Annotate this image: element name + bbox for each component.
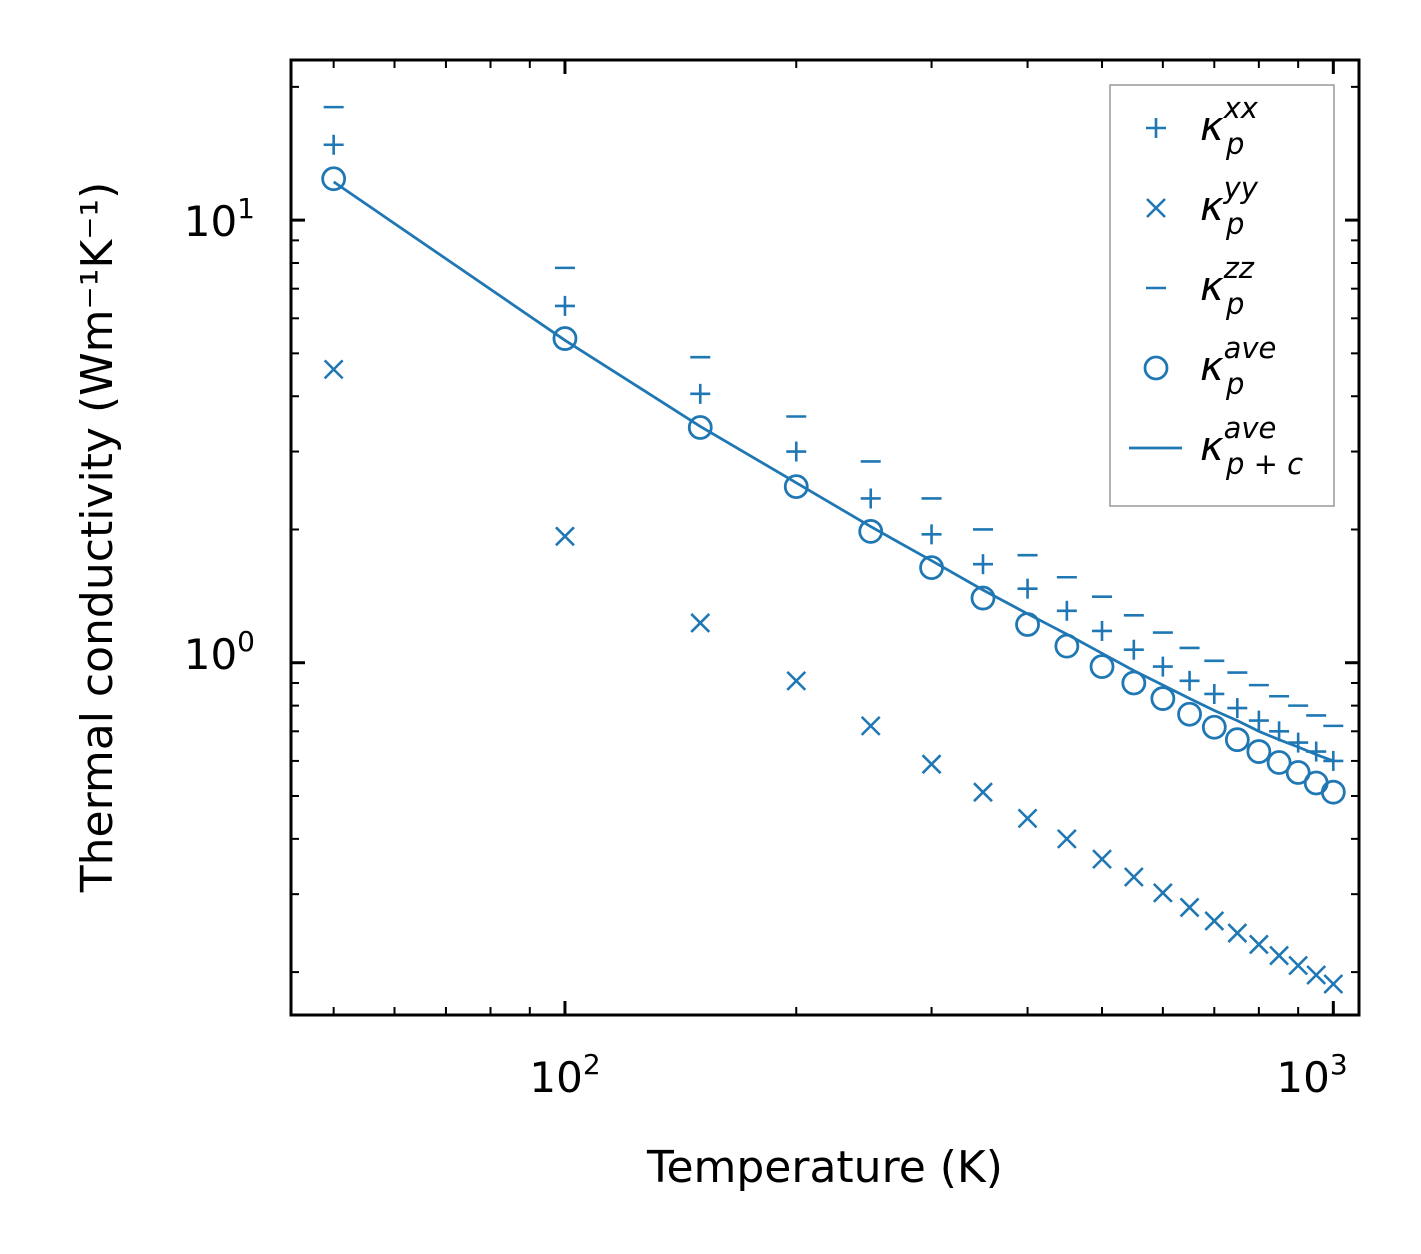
- legend-entry-kave: κave p: [1143, 331, 1276, 401]
- legend-entry-kxx: κxx p: [1146, 91, 1259, 161]
- data-point-kave: [687, 415, 713, 440]
- data-point-kxx: [323, 134, 344, 155]
- data-point-kave: [1201, 714, 1227, 740]
- data-point-kyy: [1306, 965, 1327, 985]
- data-point-kyy: [1227, 923, 1248, 944]
- data-point-kyy: [973, 782, 993, 803]
- data-point-kave: [1224, 727, 1250, 753]
- data-point-kave: [1150, 686, 1176, 711]
- x-tick-label-100: 102: [529, 1048, 600, 1102]
- data-point-kyy: [786, 670, 807, 691]
- data-point-kxx: [1204, 683, 1225, 704]
- data-point-kave: [1285, 760, 1311, 785]
- data-point-kyy: [1248, 934, 1269, 955]
- legend-marker-plus: [1146, 118, 1166, 138]
- data-point-kxx: [860, 488, 881, 509]
- data-point-kave: [1320, 779, 1346, 805]
- legend-swatch-kyy: [1146, 198, 1166, 218]
- data-point-kxx: [1179, 670, 1200, 691]
- legend-entry-kave-pc: κave p + c: [1129, 411, 1303, 481]
- data-point-kxx: [1323, 750, 1344, 771]
- legend-box: [1109, 84, 1335, 507]
- data-point-kave: [783, 474, 809, 499]
- data-point-kxx: [554, 295, 575, 316]
- data-point-kyy: [921, 754, 942, 775]
- data-point-kave: [970, 585, 996, 611]
- y-tick-label-10: 101: [184, 192, 255, 246]
- data-point-kyy: [1323, 974, 1344, 994]
- data-point-kyy: [860, 715, 881, 736]
- legend-label-kave-pc: κave p + c: [1200, 411, 1303, 481]
- series-kave: [321, 166, 1346, 805]
- data-point-kyy: [1092, 849, 1112, 870]
- data-point-kave: [1177, 701, 1202, 727]
- data-point-kxx: [1017, 578, 1038, 599]
- x-tick-label-1000: 103: [1276, 1048, 1347, 1102]
- data-point-kxx: [1248, 710, 1269, 731]
- data-point-kxx: [1152, 656, 1173, 677]
- series-layer: [321, 105, 1346, 994]
- legend-label-kxx: κxx p: [1200, 91, 1259, 161]
- data-point-kyy: [1288, 955, 1309, 976]
- data-point-kxx: [1092, 620, 1113, 641]
- data-point-kyy: [1056, 828, 1077, 849]
- plot-frame: [289, 58, 1361, 1017]
- series-kzz: [323, 105, 1344, 728]
- legend-entry-kzz: κzz p: [1146, 251, 1255, 321]
- series-kyy: [323, 359, 1344, 994]
- series-kave_pc: [332, 180, 1334, 763]
- series-kxx: [323, 134, 1344, 771]
- data-point-kxx: [786, 441, 807, 462]
- y-axis-title: Thermal conductivity (Wm⁻¹K⁻¹): [72, 182, 123, 894]
- major-ticks: [291, 60, 1359, 1015]
- series-line-kave_pc: [332, 180, 1334, 763]
- y-tick-label-1: 100: [184, 625, 255, 679]
- data-point-kyy: [690, 613, 711, 633]
- data-point-kave: [1246, 739, 1272, 764]
- legend-label-kzz: κzz p: [1200, 251, 1255, 321]
- data-point-kxx: [972, 554, 993, 575]
- data-point-kave: [1266, 750, 1292, 775]
- data-point-kyy: [1017, 808, 1038, 829]
- data-point-kxx: [1123, 639, 1144, 660]
- legend-label-kave: κave p: [1200, 331, 1276, 401]
- data-point-kave: [321, 166, 347, 192]
- data-point-kxx: [1227, 698, 1248, 719]
- legend-marker-circle: [1143, 355, 1169, 381]
- data-point-kyy: [1204, 911, 1225, 931]
- x-axis-title: Temperature (K): [646, 1142, 1003, 1193]
- data-point-kyy: [1269, 945, 1290, 966]
- data-point-kxx: [1288, 732, 1309, 753]
- legend-marker-x: [1146, 198, 1166, 218]
- data-point-kxx: [921, 524, 942, 545]
- legend-entry-kyy: κyy p: [1146, 171, 1259, 241]
- legend: κxx p κyy p κzz p κave p κave p + c: [1109, 84, 1335, 507]
- data-point-kxx: [1269, 721, 1290, 742]
- data-point-kave: [552, 326, 578, 351]
- legend-swatch-kave: [1143, 355, 1169, 381]
- data-point-kxx: [690, 383, 711, 404]
- legend-swatch-kxx: [1146, 118, 1166, 138]
- data-point-kyy: [555, 526, 575, 547]
- data-point-kyy: [323, 359, 344, 380]
- data-point-kyy: [1152, 882, 1173, 903]
- data-point-kave: [1089, 654, 1115, 680]
- legend-label-kyy: κyy p: [1200, 171, 1259, 241]
- data-point-kxx: [1056, 600, 1077, 621]
- data-point-kyy: [1179, 897, 1200, 918]
- data-point-kyy: [1123, 867, 1144, 887]
